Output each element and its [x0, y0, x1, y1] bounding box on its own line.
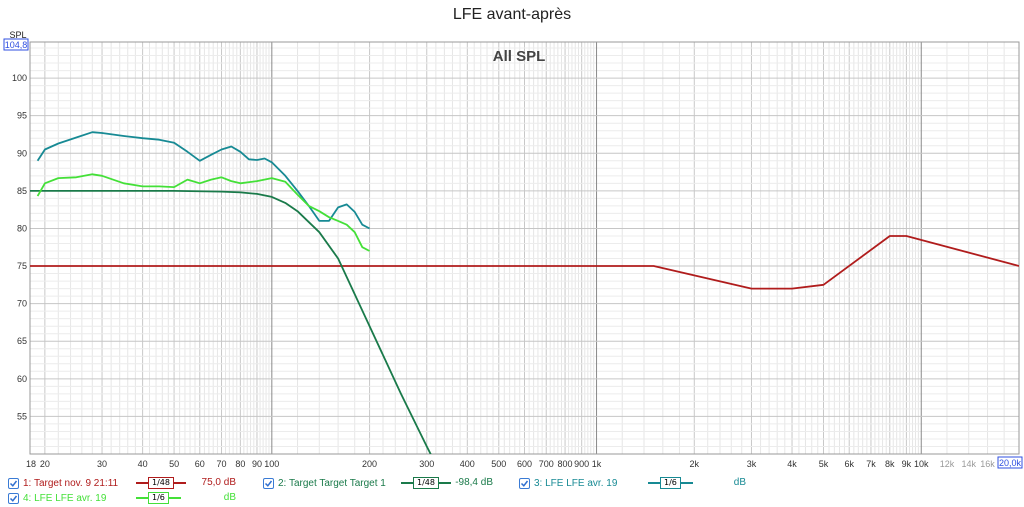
legend-smoothing-control[interactable]: 1/48 — [136, 477, 186, 489]
y-tick-label: 75 — [17, 261, 27, 271]
y-axis-title: SPL — [9, 30, 26, 40]
x-tick-label: 7k — [866, 459, 876, 469]
legend-smoothing-label: 1/6 — [660, 477, 681, 489]
legend-smoothing-label: 1/48 — [413, 477, 439, 489]
legend-item-1: 1: Target nov. 9 21:11 — [8, 477, 124, 490]
legend-item-2: 2: Target Target Target 1 — [263, 477, 392, 490]
y-tick-label: 65 — [17, 336, 27, 346]
legend-smoothing-label: 1/48 — [148, 477, 174, 489]
x-tick-label: 500 — [491, 459, 506, 469]
legend-value: dB — [733, 477, 746, 488]
x-max-readout: 20,0k — [999, 458, 1022, 468]
x-axis-labels: 18 20 30 40 50 60 70 80 90 100 200 300 400 500 600 700 8… — [26, 459, 995, 469]
x-tick-label: 200 — [362, 459, 377, 469]
legend-value: 75,0 dB — [201, 477, 236, 488]
x-tick-label: 800 — [558, 459, 573, 469]
x-tick-label: 80 — [235, 459, 245, 469]
legend-checkbox[interactable] — [8, 478, 19, 489]
x-tick-label: 14k — [961, 459, 976, 469]
legend-label: 4: LFE LFE avr. 19 — [23, 493, 107, 504]
plot-label: All SPL — [493, 48, 546, 65]
series-line-2 — [30, 189, 432, 454]
x-tick-label: 40 — [138, 459, 148, 469]
y-tick-label: 85 — [17, 186, 27, 196]
series-line-4 — [36, 173, 371, 252]
legend-checkbox[interactable] — [263, 478, 274, 489]
legend-checkbox[interactable] — [519, 478, 530, 489]
legend-value: dB — [223, 492, 236, 503]
x-tick-label: 1k — [592, 459, 602, 469]
grid-minor — [30, 42, 1019, 454]
series-line-1 — [30, 235, 1019, 290]
x-tick-label: 5k — [819, 459, 829, 469]
legend-item-4: 4: LFE LFE avr. 19 — [8, 492, 112, 505]
x-tick-label: 50 — [169, 459, 179, 469]
x-tick-label: 900 — [574, 459, 589, 469]
y-tick-label: 80 — [17, 223, 27, 233]
x-tick-label: 18 — [26, 459, 36, 469]
x-tick-label: 10k — [914, 459, 929, 469]
x-tick-label: 20 — [40, 459, 50, 469]
x-tick-label: 60 — [195, 459, 205, 469]
legend-smoothing-control[interactable]: 1/6 — [648, 477, 693, 489]
legend: 1: Target nov. 9 21:11 1/48 75,0 dB 2: Targ… — [8, 477, 1018, 507]
x-tick-label: 400 — [460, 459, 475, 469]
legend-checkbox[interactable] — [8, 493, 19, 504]
spl-chart: All SPL 55 60 65 70 75 80 85 90 95 100 18 20 30 40 50… — [3, 30, 1023, 469]
x-tick-label: 100 — [264, 459, 279, 469]
x-tick-label: 8k — [885, 459, 895, 469]
x-tick-label: 70 — [217, 459, 227, 469]
y-tick-label: 60 — [17, 374, 27, 384]
y-tick-label: 95 — [17, 111, 27, 121]
x-tick-label: 6k — [844, 459, 854, 469]
x-tick-label: 9k — [902, 459, 912, 469]
x-tick-label: 3k — [747, 459, 757, 469]
x-tick-label: 600 — [517, 459, 532, 469]
legend-label: 1: Target nov. 9 21:11 — [23, 478, 119, 489]
legend-label: 3: LFE LFE avr. 19 — [534, 478, 618, 489]
y-tick-label: 100 — [12, 73, 27, 83]
plot-frame — [29, 41, 1020, 455]
x-tick-label: 16k — [980, 459, 995, 469]
y-top-readout: 104,8 — [5, 40, 28, 50]
y-tick-label: 55 — [17, 411, 27, 421]
chart-title: LFE avant-après — [452, 6, 572, 23]
x-tick-label: 2k — [690, 459, 700, 469]
legend-label: 2: Target Target Target 1 — [278, 478, 386, 489]
legend-smoothing-control[interactable]: 1/48 — [401, 477, 451, 489]
series-line-3 — [36, 131, 371, 230]
y-tick-label: 70 — [17, 299, 27, 309]
y-top-readout-box — [3, 38, 29, 51]
y-axis-labels: 55 60 65 70 75 80 85 90 95 100 — [12, 73, 27, 421]
x-max-readout-box — [997, 456, 1023, 469]
series-lines — [30, 131, 1019, 454]
legend-smoothing-label: 1/6 — [148, 492, 169, 504]
x-tick-label: 12k — [940, 459, 955, 469]
x-tick-label: 30 — [97, 459, 107, 469]
x-tick-label: 700 — [539, 459, 554, 469]
x-tick-label: 90 — [252, 459, 262, 469]
x-tick-label: 300 — [419, 459, 434, 469]
legend-smoothing-control[interactable]: 1/6 — [136, 492, 181, 504]
legend-value: -98,4 dB — [455, 477, 493, 488]
legend-item-3: 3: LFE LFE avr. 19 — [519, 477, 623, 490]
x-tick-label: 4k — [787, 459, 797, 469]
y-tick-label: 90 — [17, 148, 27, 158]
